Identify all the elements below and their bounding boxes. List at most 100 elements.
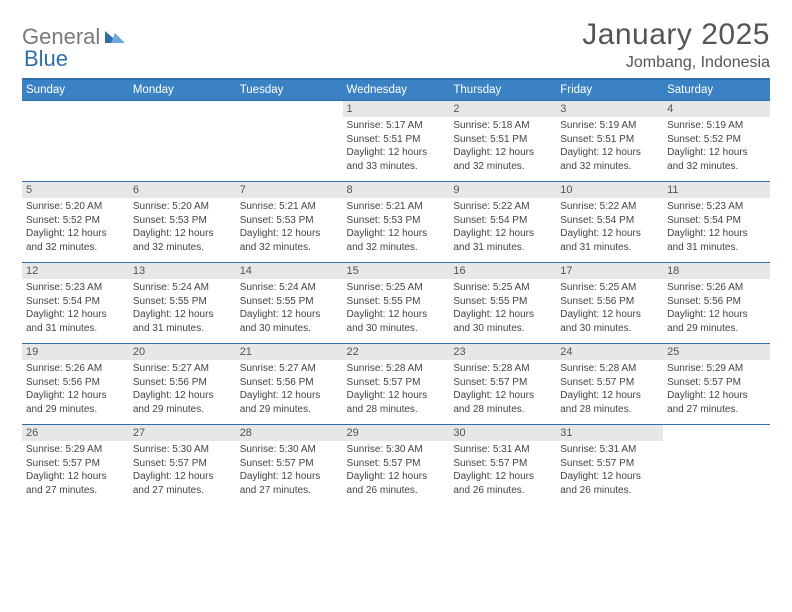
- day-body: Sunrise: 5:27 AMSunset: 5:56 PMDaylight:…: [236, 360, 343, 424]
- daylight-text-1: Daylight: 12 hours: [667, 389, 766, 403]
- daylight-text-2: and 33 minutes.: [347, 160, 446, 174]
- day-cell: 8Sunrise: 5:21 AMSunset: 5:53 PMDaylight…: [343, 182, 450, 263]
- title-block: January 2025 Jombang, Indonesia: [582, 18, 770, 72]
- day-body: Sunrise: 5:30 AMSunset: 5:57 PMDaylight:…: [236, 441, 343, 505]
- day-body: Sunrise: 5:28 AMSunset: 5:57 PMDaylight:…: [449, 360, 556, 424]
- day-body: Sunrise: 5:19 AMSunset: 5:52 PMDaylight:…: [663, 117, 770, 181]
- sunset-text: Sunset: 5:57 PM: [667, 376, 766, 390]
- day-body: Sunrise: 5:23 AMSunset: 5:54 PMDaylight:…: [22, 279, 129, 343]
- sunset-text: Sunset: 5:56 PM: [560, 295, 659, 309]
- daylight-text-2: and 29 minutes.: [133, 403, 232, 417]
- daylight-text-2: and 31 minutes.: [453, 241, 552, 255]
- sunset-text: Sunset: 5:54 PM: [667, 214, 766, 228]
- day-cell: [236, 101, 343, 182]
- dow-cell: Friday: [556, 79, 663, 101]
- dow-cell: Saturday: [663, 79, 770, 101]
- day-cell: 22Sunrise: 5:28 AMSunset: 5:57 PMDayligh…: [343, 344, 450, 425]
- day-number: 3: [556, 101, 663, 117]
- daylight-text-2: and 26 minutes.: [453, 484, 552, 498]
- day-body: Sunrise: 5:24 AMSunset: 5:55 PMDaylight:…: [236, 279, 343, 343]
- page-title: January 2025: [582, 18, 770, 52]
- day-cell: 23Sunrise: 5:28 AMSunset: 5:57 PMDayligh…: [449, 344, 556, 425]
- day-number: 19: [22, 344, 129, 360]
- daylight-text-2: and 32 minutes.: [133, 241, 232, 255]
- daylight-text-2: and 28 minutes.: [453, 403, 552, 417]
- daylight-text-2: and 32 minutes.: [560, 160, 659, 174]
- day-body: Sunrise: 5:25 AMSunset: 5:55 PMDaylight:…: [449, 279, 556, 343]
- sunset-text: Sunset: 5:53 PM: [240, 214, 339, 228]
- day-number: 13: [129, 263, 236, 279]
- day-number: 31: [556, 425, 663, 441]
- daylight-text-2: and 30 minutes.: [240, 322, 339, 336]
- sunset-text: Sunset: 5:51 PM: [347, 133, 446, 147]
- sunrise-text: Sunrise: 5:23 AM: [667, 200, 766, 214]
- day-cell: 14Sunrise: 5:24 AMSunset: 5:55 PMDayligh…: [236, 263, 343, 344]
- day-body: Sunrise: 5:21 AMSunset: 5:53 PMDaylight:…: [236, 198, 343, 262]
- day-cell: 11 Sunrise: 5:23 AMSunset: 5:54 PMDayligh…: [663, 182, 770, 263]
- sunrise-text: Sunrise: 5:28 AM: [560, 362, 659, 376]
- day-number: 14: [236, 263, 343, 279]
- day-number: 25: [663, 344, 770, 360]
- sunset-text: Sunset: 5:57 PM: [453, 457, 552, 471]
- sunrise-text: Sunrise: 5:24 AM: [240, 281, 339, 295]
- sunset-text: Sunset: 5:56 PM: [667, 295, 766, 309]
- day-number: 5: [22, 182, 129, 198]
- daylight-text-1: Daylight: 12 hours: [560, 227, 659, 241]
- daylight-text-1: Daylight: 12 hours: [667, 227, 766, 241]
- daylight-text-1: Daylight: 12 hours: [453, 389, 552, 403]
- sunset-text: Sunset: 5:55 PM: [347, 295, 446, 309]
- daylight-text-1: Daylight: 12 hours: [133, 389, 232, 403]
- daylight-text-2: and 26 minutes.: [347, 484, 446, 498]
- day-number: 23: [449, 344, 556, 360]
- day-body: Sunrise: 5:29 AMSunset: 5:57 PMDaylight:…: [663, 360, 770, 424]
- sunrise-text: Sunrise: 5:26 AM: [667, 281, 766, 295]
- sunset-text: Sunset: 5:54 PM: [453, 214, 552, 228]
- sunrise-text: Sunrise: 5:22 AM: [560, 200, 659, 214]
- sunset-text: Sunset: 5:53 PM: [347, 214, 446, 228]
- day-cell: 17Sunrise: 5:25 AMSunset: 5:56 PMDayligh…: [556, 263, 663, 344]
- day-cell: 2Sunrise: 5:18 AMSunset: 5:51 PMDaylight…: [449, 101, 556, 182]
- daylight-text-2: and 29 minutes.: [26, 403, 125, 417]
- dow-cell: Sunday: [22, 79, 129, 101]
- sunset-text: Sunset: 5:57 PM: [240, 457, 339, 471]
- day-number: 11: [663, 182, 770, 198]
- day-number: 8: [343, 182, 450, 198]
- day-body: Sunrise: 5:24 AMSunset: 5:55 PMDaylight:…: [129, 279, 236, 343]
- sunrise-text: Sunrise: 5:30 AM: [133, 443, 232, 457]
- sunrise-text: Sunrise: 5:31 AM: [453, 443, 552, 457]
- sunrise-text: Sunrise: 5:30 AM: [240, 443, 339, 457]
- daylight-text-2: and 32 minutes.: [453, 160, 552, 174]
- sunrise-text: Sunrise: 5:29 AM: [667, 362, 766, 376]
- week-row: 12Sunrise: 5:23 AMSunset: 5:54 PMDayligh…: [22, 263, 770, 344]
- daylight-text-1: Daylight: 12 hours: [347, 308, 446, 322]
- day-body: Sunrise: 5:21 AMSunset: 5:53 PMDaylight:…: [343, 198, 450, 262]
- daylight-text-1: Daylight: 12 hours: [347, 227, 446, 241]
- day-cell: 5Sunrise: 5:20 AMSunset: 5:52 PMDaylight…: [22, 182, 129, 263]
- day-body: Sunrise: 5:26 AMSunset: 5:56 PMDaylight:…: [663, 279, 770, 343]
- day-number: 6: [129, 182, 236, 198]
- daylight-text-2: and 31 minutes.: [26, 322, 125, 336]
- day-cell: 15Sunrise: 5:25 AMSunset: 5:55 PMDayligh…: [343, 263, 450, 344]
- daylight-text-1: Daylight: 12 hours: [26, 389, 125, 403]
- day-body: Sunrise: 5:28 AMSunset: 5:57 PMDaylight:…: [343, 360, 450, 424]
- day-number: 20: [129, 344, 236, 360]
- daylight-text-2: and 30 minutes.: [453, 322, 552, 336]
- logo-text-blue: Blue: [24, 46, 68, 71]
- day-body: Sunrise: 5:31 AMSunset: 5:57 PMDaylight:…: [449, 441, 556, 505]
- day-number: 16: [449, 263, 556, 279]
- day-body: Sunrise: 5:20 AMSunset: 5:52 PMDaylight:…: [22, 198, 129, 262]
- logo-blue-wrapper: Blue: [24, 46, 68, 72]
- day-cell: 4Sunrise: 5:19 AMSunset: 5:52 PMDaylight…: [663, 101, 770, 182]
- day-body: Sunrise: 5:22 AMSunset: 5:54 PMDaylight:…: [556, 198, 663, 262]
- daylight-text-2: and 30 minutes.: [560, 322, 659, 336]
- sunset-text: Sunset: 5:57 PM: [453, 376, 552, 390]
- sunset-text: Sunset: 5:55 PM: [240, 295, 339, 309]
- day-body: Sunrise: 5:28 AMSunset: 5:57 PMDaylight:…: [556, 360, 663, 424]
- day-body: Sunrise: 5:30 AMSunset: 5:57 PMDaylight:…: [343, 441, 450, 505]
- daylight-text-2: and 32 minutes.: [26, 241, 125, 255]
- sunset-text: Sunset: 5:52 PM: [26, 214, 125, 228]
- daylight-text-1: Daylight: 12 hours: [240, 470, 339, 484]
- day-number: 27: [129, 425, 236, 441]
- sunset-text: Sunset: 5:56 PM: [133, 376, 232, 390]
- day-cell: 16Sunrise: 5:25 AMSunset: 5:55 PMDayligh…: [449, 263, 556, 344]
